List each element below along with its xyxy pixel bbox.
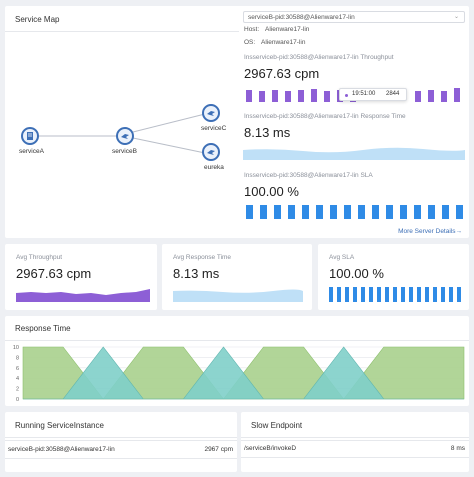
tooltip-value: 2844 <box>386 91 400 97</box>
os-label: OS: <box>244 39 256 46</box>
avg-response-value: 8.13 ms <box>173 266 220 281</box>
service-node-c-label: serviceC <box>201 125 227 132</box>
server-icon <box>27 132 33 140</box>
slow-endpoint-card: Slow Endpoint /serviceB/invokeD 8 ms <box>241 412 469 472</box>
host-label: Host: <box>244 26 260 33</box>
host-value: Alienware17-lin <box>264 26 310 33</box>
series-area-1 <box>23 346 464 400</box>
endpoint-latency: 8 ms <box>450 445 465 452</box>
avg-sla-card: Avg SLA 100.00 % <box>318 244 469 310</box>
chevron-down-icon: ⌄ <box>453 14 459 20</box>
instance-response-value: 8.13 ms <box>244 125 291 140</box>
slow-divider <box>241 437 469 438</box>
service-node-b-label: serviceB <box>112 148 137 155</box>
instance-response-area <box>243 147 465 160</box>
bird-icon <box>207 111 215 116</box>
instance-sla-value: 100.00 % <box>244 184 299 199</box>
y-tick-label: 8 <box>16 355 19 361</box>
avg-response-area <box>173 289 303 302</box>
avg-sla-label: Avg SLA <box>329 254 355 261</box>
instance-select-value: serviceB-pid:30588@Alienware17-lin <box>248 14 355 21</box>
response-time-title: Response Time <box>15 324 71 333</box>
instance-throughput-title: Insserviceb-pid:30588@Alienware17-lin Th… <box>244 54 394 61</box>
response-time-divider <box>5 340 469 341</box>
running-instance-card: Running ServiceInstance serviceB-pid:305… <box>5 412 237 472</box>
service-map-card: Service Map serviceA serviceB serviceC e… <box>5 6 469 238</box>
avg-throughput-area <box>16 289 150 302</box>
instance-response-title: Insserviceb-pid:30588@Alienware17-lin Re… <box>244 113 406 120</box>
more-server-details-link[interactable]: More Server Details→ <box>398 228 462 235</box>
service-node-a[interactable] <box>21 127 39 145</box>
avg-sla-bars <box>329 287 461 302</box>
host-row: Host: Alienware17-lin <box>244 26 309 33</box>
os-row: OS: Alienware17-lin <box>244 39 305 46</box>
instance-select[interactable]: serviceB-pid:30588@Alienware17-lin ⌄ <box>243 11 465 23</box>
title-divider <box>5 31 239 32</box>
chart-tooltip: 19:51:00 2844 <box>339 88 407 101</box>
os-value: Alienware17-lin <box>261 39 306 46</box>
service-node-a-label: serviceA <box>19 148 44 155</box>
avg-throughput-card: Avg Throughput 2967.63 cpm <box>5 244 157 310</box>
instance-throughput-value: 2967.63 cpm <box>244 66 320 81</box>
y-tick-label: 2 <box>16 387 19 393</box>
response-time-card: Response Time 0 2 4 6 8 10 <box>5 316 469 406</box>
y-tick-label: 4 <box>16 376 19 382</box>
avg-response-label: Avg Response Time <box>173 254 232 261</box>
y-tick-label: 10 <box>13 345 19 351</box>
y-tick-label: 6 <box>16 366 19 372</box>
avg-sla-value: 100.00 % <box>329 266 384 281</box>
service-map-graph <box>35 113 206 154</box>
edge-b-eureka <box>132 137 206 154</box>
service-node-c[interactable] <box>202 104 220 122</box>
instance-sla-bars <box>246 205 463 219</box>
bird-icon <box>207 150 215 155</box>
service-node-eureka[interactable] <box>202 143 220 161</box>
tooltip-time: 19:51:00 <box>352 91 376 97</box>
running-row-top-divider <box>5 440 237 441</box>
endpoint-name: /serviceB/invokeD <box>244 445 297 452</box>
running-divider <box>5 437 237 438</box>
avg-response-card: Avg Response Time 8.13 ms <box>162 244 312 310</box>
avg-throughput-label: Avg Throughput <box>16 254 63 261</box>
instance-name: serviceB-pid:30588@Alienware17-lin <box>8 446 115 453</box>
service-node-eureka-label: eureka <box>204 164 224 171</box>
slow-row-bottom-divider <box>241 457 469 458</box>
service-node-b[interactable] <box>116 127 134 145</box>
running-instance-title: Running ServiceInstance <box>15 421 104 430</box>
tooltip-dot-icon <box>345 94 348 97</box>
avg-throughput-value: 2967.63 cpm <box>16 266 92 281</box>
response-time-chart: 0 2 4 6 8 10 <box>13 345 465 403</box>
bird-icon <box>121 134 129 139</box>
instance-sla-title: Insserviceb-pid:30588@Alienware17-lin SL… <box>244 172 373 179</box>
slow-row-top-divider <box>241 440 469 441</box>
instance-cpm: 2967 cpm <box>204 446 233 453</box>
slow-endpoint-title: Slow Endpoint <box>251 421 303 430</box>
running-row-bottom-divider <box>5 458 237 459</box>
y-tick-label: 0 <box>16 397 19 403</box>
edge-b-c <box>132 113 206 133</box>
service-map-title: Service Map <box>15 15 60 24</box>
